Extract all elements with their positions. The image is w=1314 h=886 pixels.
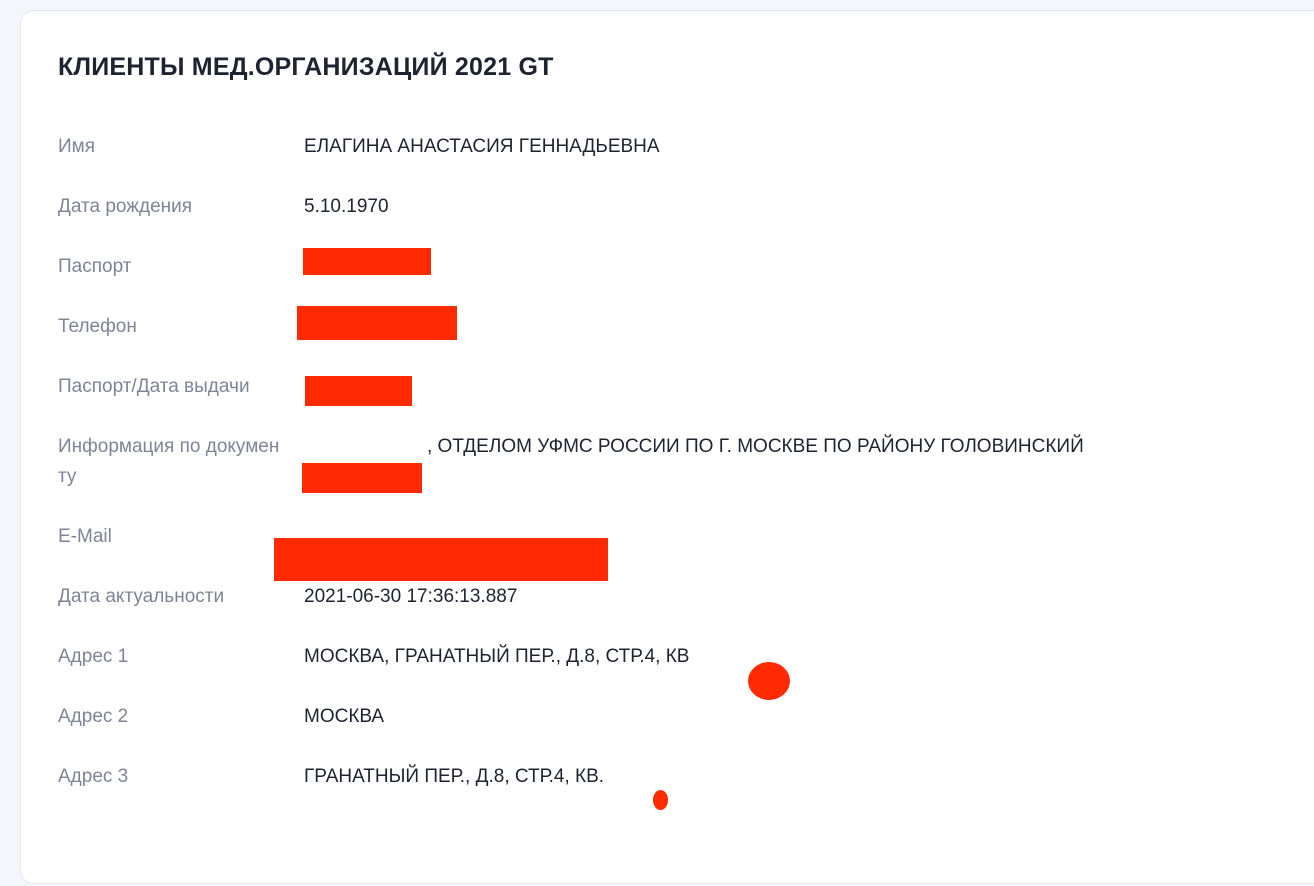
field-row-name: Имя ЕЛАГИНА АНАСТАСИЯ ГЕННАДЬЕВНА — [58, 132, 1084, 192]
field-row-phone: Телефон — [58, 312, 1084, 372]
field-row-address-3: Адрес 3 ГРАНАТНЫЙ ПЕР., Д.8, СТР.4, КВ. — [58, 762, 1084, 822]
field-label: Имя — [58, 136, 96, 157]
redaction-ellipse — [748, 662, 790, 700]
field-label: E-Mail — [58, 526, 112, 547]
redaction-box — [302, 463, 422, 493]
field-label: Паспорт/Дата выдачи — [58, 376, 250, 397]
field-row-actuality-date: Дата актуальности 2021-06-30 17:36:13.887 — [58, 582, 1084, 642]
field-label: Информация по документу — [58, 436, 280, 487]
field-label: Адрес 1 — [58, 646, 129, 667]
redaction-box — [274, 538, 608, 581]
field-value: ГРАНАТНЫЙ ПЕР., Д.8, СТР.4, КВ. — [304, 766, 605, 787]
field-row-address-2: Адрес 2 МОСКВА — [58, 702, 1084, 762]
field-value: 5.10.1970 — [304, 196, 389, 217]
redaction-box — [303, 248, 431, 275]
field-value: 2021-06-30 17:36:13.887 — [304, 586, 518, 607]
redaction-box — [297, 306, 457, 340]
field-value: , ОТДЕЛОМ УФМС РОССИИ ПО Г. МОСКВЕ ПО РА… — [427, 436, 1084, 457]
field-row-email: E-Mail — [58, 522, 1084, 582]
field-value: МОСКВА, ГРАНАТНЫЙ ПЕР., Д.8, СТР.4, КВ — [304, 646, 690, 667]
field-row-document-info: Информация по документу , ОТДЕЛОМ УФМС РО… — [58, 432, 1084, 522]
field-row-address-1: Адрес 1 МОСКВА, ГРАНАТНЫЙ ПЕР., Д.8, СТР.… — [58, 642, 1084, 702]
record-card: КЛИЕНТЫ МЕД.ОРГАНИЗАЦИЙ 2021 GT Имя ЕЛАГИ… — [20, 10, 1314, 884]
field-label: Дата актуальности — [58, 586, 225, 607]
field-label: Адрес 2 — [58, 706, 129, 727]
redaction-box — [305, 376, 412, 406]
field-label: Телефон — [58, 316, 137, 337]
field-row-passport-issue-date: Паспорт/Дата выдачи — [58, 372, 1084, 432]
field-list: Имя ЕЛАГИНА АНАСТАСИЯ ГЕННАДЬЕВНА Дата ро… — [58, 132, 1084, 822]
redaction-ellipse — [653, 790, 668, 810]
field-row-birthdate: Дата рождения 5.10.1970 — [58, 192, 1084, 252]
field-row-passport: Паспорт — [58, 252, 1084, 312]
field-value: ЕЛАГИНА АНАСТАСИЯ ГЕННАДЬЕВНА — [304, 136, 660, 157]
field-label: Адрес 3 — [58, 766, 129, 787]
field-label: Паспорт — [58, 256, 132, 277]
field-label: Дата рождения — [58, 196, 193, 217]
field-value: МОСКВА — [304, 706, 385, 727]
page-title: КЛИЕНТЫ МЕД.ОРГАНИЗАЦИЙ 2021 GT — [58, 53, 554, 81]
